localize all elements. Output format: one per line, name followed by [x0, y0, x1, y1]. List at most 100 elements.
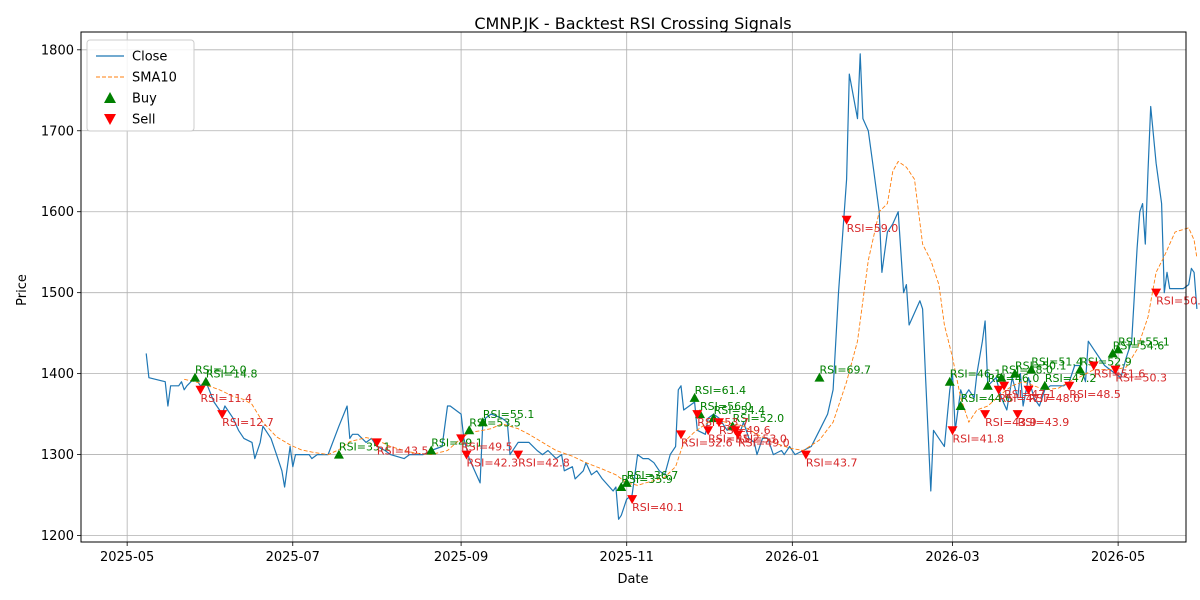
- x-axis: 2025-05 2025-07 2025-09 2025-11 2026-01 2026-…: [100, 542, 1145, 565]
- series-layer: [145, 53, 1198, 520]
- sell-label: RSI=50.3: [1115, 372, 1167, 385]
- sell-label: RSI=48.5: [1069, 388, 1121, 401]
- sell-label: RSI=48.0: [1029, 392, 1081, 405]
- sell-marker: [703, 426, 714, 436]
- x-tick-label: 2025-09: [434, 550, 488, 565]
- legend: Close SMA10 Buy Sell: [86, 39, 195, 132]
- buy-marker: [477, 417, 488, 427]
- sell-marker: [627, 495, 638, 505]
- x-axis-label: Date: [617, 572, 648, 587]
- x-tick-label: 2025-05: [100, 550, 154, 565]
- y-axis: 1200 1300 1400 1500 1600 1700 1800: [41, 43, 81, 544]
- buy-label: RSI=52.0: [733, 412, 785, 425]
- buy-marker: [426, 445, 437, 455]
- buy-marker: [616, 481, 627, 491]
- y-tick-label: 1200: [41, 529, 74, 544]
- sell-marker: [999, 381, 1010, 391]
- buy-marker: [996, 372, 1007, 382]
- series-line-sma10: [184, 161, 1198, 486]
- sell-label: RSI=47.1: [1004, 388, 1056, 401]
- sell-label: RSI=11.4: [200, 392, 252, 405]
- buy-marker: [689, 392, 700, 402]
- legend-marker-buy: [104, 92, 116, 103]
- sell-label: RSI=49.5: [461, 440, 513, 453]
- buy-marker: [464, 425, 475, 435]
- legend-marker-sell: [104, 114, 116, 125]
- buy-label: RSI=12.0: [195, 364, 247, 377]
- sell-label: RSI=43.9: [985, 416, 1037, 429]
- chart-title: CMNP.JK - Backtest RSI Crossing Signals: [474, 14, 791, 33]
- sell-label: RSI=42.8: [518, 457, 570, 470]
- sell-marker: [947, 426, 958, 436]
- sell-marker: [1151, 288, 1162, 298]
- sell-label: RSI=50.9: [1156, 295, 1200, 308]
- legend-label: Close: [132, 50, 167, 65]
- buy-label: RSI=50.1: [1015, 360, 1067, 373]
- grid: [81, 32, 1186, 542]
- sell-marker: [692, 410, 703, 420]
- sell-label: RSI=43.5: [377, 444, 429, 457]
- buy-label: RSI=47.2: [1045, 372, 1097, 385]
- sell-marker: [195, 385, 206, 395]
- buy-marker: [621, 477, 632, 487]
- plot-frame: [80, 31, 1187, 543]
- buy-label: RSI=51.4: [1031, 356, 1083, 369]
- sell-marker: [676, 430, 687, 440]
- legend-box: [86, 39, 195, 132]
- sell-marker: [1088, 361, 1099, 371]
- sell-label: RSI=51.6: [1094, 368, 1146, 381]
- buy-label: RSI=56.0: [700, 400, 752, 413]
- legend-label: Buy: [132, 92, 157, 107]
- buy-label: RSI=44.6: [961, 392, 1013, 405]
- buy-label: RSI=46.1: [950, 368, 1002, 381]
- sell-marker: [461, 450, 472, 460]
- buy-label: RSI=49.1: [431, 437, 483, 450]
- buy-marker: [1026, 364, 1037, 374]
- buy-marker: [1113, 344, 1124, 354]
- sell-label: RSI=12.7: [222, 416, 274, 429]
- x-tick-label: 2026-05: [1091, 550, 1145, 565]
- y-axis-label: Price: [15, 274, 30, 306]
- x-tick-label: 2025-07: [266, 550, 320, 565]
- sell-marker: [733, 430, 744, 440]
- sell-label: RSI=53.0: [735, 432, 787, 445]
- y-tick-label: 1500: [41, 286, 74, 301]
- buy-marker: [1039, 380, 1050, 390]
- buy-marker: [333, 449, 344, 459]
- sell-label: RSI=43.9: [1018, 416, 1070, 429]
- sell-marker: [980, 410, 991, 420]
- buy-label: RSI=54.6: [1113, 339, 1165, 352]
- buy-marker: [955, 401, 966, 410]
- sell-label: RSI=59.0: [847, 222, 899, 235]
- sell-marker: [513, 450, 524, 460]
- sell-marker: [993, 385, 1004, 395]
- y-tick-label: 1700: [41, 124, 74, 139]
- buy-marker: [982, 380, 993, 390]
- sell-marker: [217, 410, 228, 420]
- y-tick-label: 1300: [41, 448, 74, 463]
- sell-label: RSI=41.8: [953, 432, 1005, 445]
- sell-label: RSI=43.7: [806, 457, 858, 470]
- sell-label: RSI=47.7: [999, 392, 1051, 405]
- sell-label: RSI=51.2: [708, 432, 760, 445]
- sell-marker: [714, 418, 725, 428]
- buy-marker: [190, 372, 201, 382]
- buy-marker: [944, 376, 955, 386]
- y-tick-label: 1600: [41, 205, 74, 220]
- sell-marker: [371, 438, 382, 448]
- series-line-close: [145, 53, 1198, 520]
- y-tick-label: 1400: [41, 367, 74, 382]
- buy-marker: [1107, 348, 1118, 358]
- sell-marker: [1023, 385, 1034, 395]
- sell-label: RSI=42.3: [467, 457, 519, 470]
- sell-marker: [456, 434, 467, 444]
- buy-label: RSI=36.7: [627, 469, 679, 482]
- legend-label: SMA10: [132, 71, 177, 86]
- buy-label: RSI=35.9: [621, 473, 673, 486]
- sell-marker: [1012, 410, 1023, 420]
- buy-label: RSI=55.1: [1118, 335, 1170, 348]
- sell-marker: [1110, 365, 1121, 375]
- x-tick-label: 2026-03: [925, 550, 979, 565]
